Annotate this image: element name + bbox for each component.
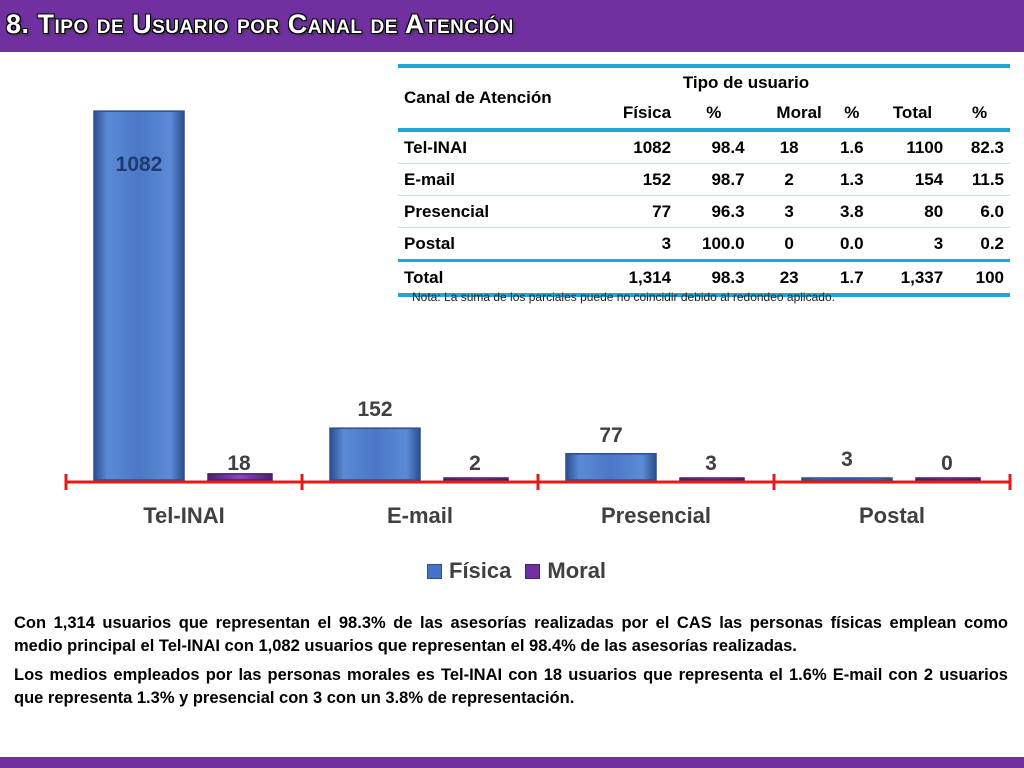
cell: Total xyxy=(398,260,596,297)
cell: 100.0 xyxy=(677,227,751,262)
col-moral: Moral xyxy=(750,97,828,132)
legend-item-moral: Moral xyxy=(525,558,606,584)
cell: 3.8 xyxy=(827,195,876,228)
table-header-row: Canal de Atención Tipo de usuario xyxy=(398,64,1010,132)
cell: 1,314 xyxy=(596,260,678,297)
header-group: Tipo de usuario xyxy=(596,64,1010,97)
legend-swatch-fisica xyxy=(427,563,442,579)
header-channel: Canal de Atención xyxy=(398,64,596,132)
category-label: E-mail xyxy=(387,503,453,528)
cell: 0 xyxy=(750,227,828,262)
cell: 2 xyxy=(750,163,828,196)
data-label: 0 xyxy=(941,452,953,475)
legend-item-fisica: Física xyxy=(427,558,511,584)
cell: 1.3 xyxy=(827,163,876,196)
cell: 23 xyxy=(750,260,828,297)
cell: 98.3 xyxy=(677,260,751,297)
cell: E-mail xyxy=(398,163,596,196)
cell: 96.3 xyxy=(677,195,751,228)
cell: 82.3 xyxy=(949,130,1010,164)
bar-moral-tel-inai xyxy=(207,473,273,481)
cell: Presencial xyxy=(398,195,596,228)
category-label: Presencial xyxy=(601,503,711,528)
legend-label-fisica: Física xyxy=(449,558,512,583)
cell: 80 xyxy=(875,195,950,228)
col-moral-pct: % xyxy=(827,97,876,132)
data-table-wrapper: Canal de Atención Tipo de usuario Física… xyxy=(398,64,1010,297)
description-paragraph: Con 1,314 usuarios que representan el 98… xyxy=(14,614,1008,655)
bar-fisica-presencial xyxy=(565,453,657,481)
bar-fisica-tel-inai xyxy=(93,110,185,481)
cell: 0.2 xyxy=(949,227,1010,262)
data-label: 3 xyxy=(841,448,853,471)
table-row: Tel-INAI 1082 98.4 18 1.6 1100 82.3 xyxy=(398,130,1010,164)
table-row: E-mail 152 98.7 2 1.3 154 11.5 xyxy=(398,163,1010,196)
cell: 1082 xyxy=(596,130,678,164)
cell: Tel-INAI xyxy=(398,130,596,164)
data-label: 1082 xyxy=(116,153,163,176)
bar-fisica-postal xyxy=(801,477,893,481)
description-paragraph: Los medios empleados por las personas mo… xyxy=(14,666,1008,707)
cell: 152 xyxy=(596,163,678,196)
category-label: Tel-INAI xyxy=(143,503,224,528)
data-label: 3 xyxy=(705,452,717,475)
table-row: Postal 3 100.0 0 0.0 3 0.2 xyxy=(398,227,1010,262)
bar-moral-presencial xyxy=(679,477,745,481)
cell: 11.5 xyxy=(949,163,1010,196)
cell: Postal xyxy=(398,227,596,262)
col-total: Total xyxy=(875,97,950,132)
bar-moral-postal xyxy=(915,477,981,481)
cell: 1,337 xyxy=(875,260,950,297)
data-label: 77 xyxy=(599,424,622,447)
col-fisica: Física xyxy=(596,97,678,132)
cell: 77 xyxy=(596,195,678,228)
data-label: 2 xyxy=(469,452,481,475)
cell: 98.4 xyxy=(677,130,751,164)
legend-swatch-moral xyxy=(525,563,541,579)
bottom-bar xyxy=(0,757,1024,768)
cell: 3 xyxy=(875,227,950,262)
cell: 3 xyxy=(596,227,678,262)
data-table: Canal de Atención Tipo de usuario Física… xyxy=(398,64,1010,297)
cell: 1100 xyxy=(875,130,950,164)
table-total-row: Total 1,314 98.3 23 1.7 1,337 100 xyxy=(398,260,1010,297)
page-title: 8. Tipo de Usuario por Canal de Atención xyxy=(6,9,514,39)
cell: 6.0 xyxy=(949,195,1010,228)
cell: 18 xyxy=(750,130,828,164)
legend-label-moral: Moral xyxy=(547,558,607,583)
table-note: Nota: La suma de los parciales puede no … xyxy=(412,290,835,304)
cell: 1.7 xyxy=(827,260,876,297)
chart-legend: Física Moral xyxy=(427,558,620,584)
bar-fisica-e-mail xyxy=(329,427,421,481)
cell: 1.6 xyxy=(827,130,876,164)
cell: 3 xyxy=(750,195,828,228)
description: Con 1,314 usuarios que representan el 98… xyxy=(14,612,1008,716)
data-label: 18 xyxy=(227,452,251,475)
col-total-pct: % xyxy=(949,97,1010,132)
data-label: 152 xyxy=(357,398,392,421)
title-bar: 8. Tipo de Usuario por Canal de Atención xyxy=(0,0,1024,52)
table-row: Presencial 77 96.3 3 3.8 80 6.0 xyxy=(398,195,1010,228)
col-fisica-pct: % xyxy=(677,97,751,132)
cell: 100 xyxy=(949,260,1010,297)
cell: 154 xyxy=(875,163,950,196)
cell: 98.7 xyxy=(677,163,751,196)
category-label: Postal xyxy=(859,503,925,528)
cell: 0.0 xyxy=(827,227,876,262)
table-subheader-row: Física % Moral % Total % xyxy=(398,97,1010,132)
bar-moral-e-mail xyxy=(443,477,509,481)
